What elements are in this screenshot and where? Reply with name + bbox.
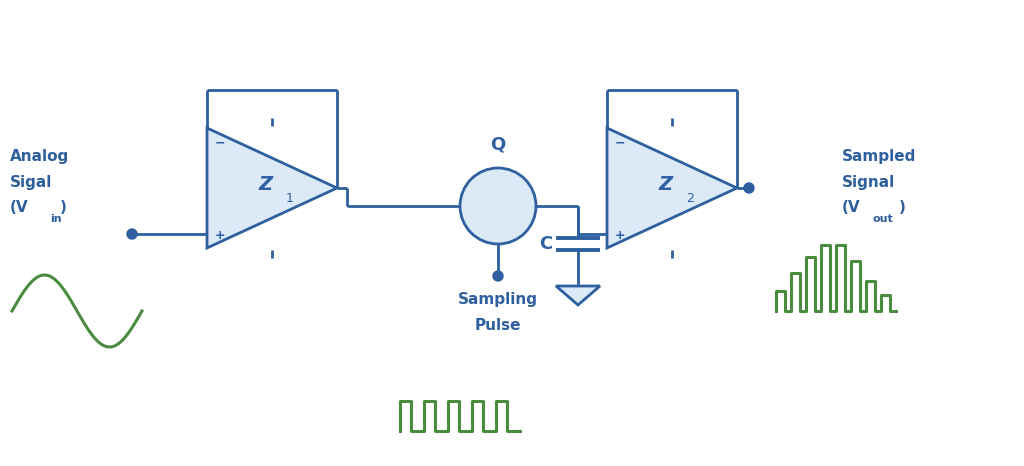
Text: +: + [614,228,626,241]
Text: Analog: Analog [10,149,70,164]
Text: +: + [215,228,225,241]
Polygon shape [207,128,337,248]
Text: −: − [215,137,225,150]
Text: in: in [50,214,61,224]
Text: Z: Z [259,174,273,193]
Text: Sampling: Sampling [458,292,538,307]
Polygon shape [607,128,737,248]
Text: 1: 1 [286,192,294,205]
Polygon shape [556,286,600,305]
Circle shape [744,183,754,193]
Text: ): ) [899,200,906,215]
Text: ): ) [60,200,67,215]
Text: 2: 2 [686,192,694,205]
Text: Signal: Signal [842,174,895,190]
Text: Pulse: Pulse [475,318,521,333]
Text: Q: Q [490,135,506,153]
Circle shape [460,168,536,244]
Circle shape [493,271,503,281]
Text: Z: Z [658,174,673,193]
Circle shape [127,229,137,239]
Text: out: out [872,214,893,224]
Text: −: − [614,137,626,150]
Text: (V: (V [842,200,860,215]
Text: (V: (V [10,200,29,215]
Text: Sampled: Sampled [842,149,916,164]
Text: Sigal: Sigal [10,174,52,190]
Text: C: C [540,235,553,253]
